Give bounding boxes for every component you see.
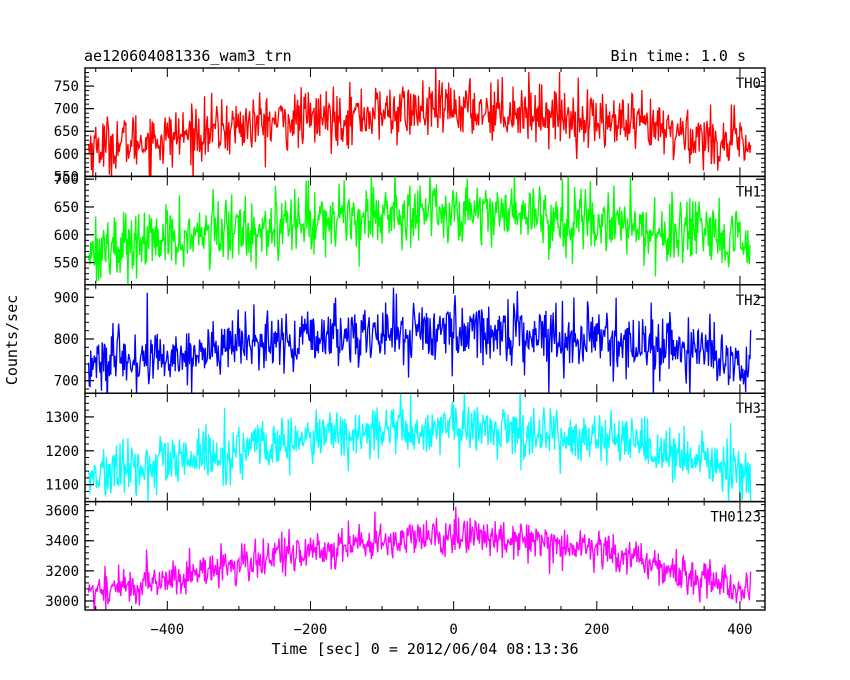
y-tick-label: 1100 xyxy=(45,478,79,494)
y-tick-label: 650 xyxy=(54,124,79,140)
series-line-th1 xyxy=(87,176,752,285)
panel-frame xyxy=(84,500,766,611)
x-axis-label: Time [sec] 0 = 2012/06/04 08:13:36 xyxy=(271,640,578,658)
panel-th3: 1100 1200 1300 TH3 xyxy=(45,392,766,503)
y-tick-label: 600 xyxy=(54,147,79,163)
y-tick-label: 550 xyxy=(54,169,79,185)
panel-frame xyxy=(84,175,766,286)
panel-label-th3: TH3 xyxy=(736,401,761,417)
panel-th1: 550 600 650 700 TH1 xyxy=(54,172,766,286)
panel-th0123: 3000 3200 3400 3600 TH0123 xyxy=(45,500,766,611)
y-tick-label: 3400 xyxy=(45,534,79,550)
y-tick-label: 600 xyxy=(54,228,79,244)
series-line-th2 xyxy=(87,287,752,394)
y-tick-label: 900 xyxy=(54,290,79,306)
y-tick-label: 800 xyxy=(54,332,79,348)
panels-group: 550 600 650 700 750 TH0 550 600 650 700 TH1 700 800 9… xyxy=(45,67,766,611)
y-tick-label: 1300 xyxy=(45,410,79,426)
x-tick-label: 400 xyxy=(727,622,752,638)
chart-title: ae120604081336_wam3_trn xyxy=(84,47,292,65)
x-tick-label: 0 xyxy=(449,622,457,638)
y-axis-label: Counts/sec xyxy=(3,295,21,385)
panel-th0: 550 600 650 700 750 TH0 xyxy=(54,67,766,185)
x-tick-label: −200 xyxy=(294,622,328,638)
panel-label-th0: TH0 xyxy=(736,76,761,92)
y-tick-label: 3200 xyxy=(45,564,79,580)
y-tick-label: 3000 xyxy=(45,594,79,610)
y-tick-label: 550 xyxy=(54,256,79,272)
series-line-th3 xyxy=(87,393,752,502)
y-tick-label: 1200 xyxy=(45,444,79,460)
series-line-th0 xyxy=(87,68,752,177)
x-tick-label: −400 xyxy=(150,622,184,638)
bin-time-label: Bin time: 1.0 s xyxy=(611,47,746,65)
y-tick-label: 700 xyxy=(54,102,79,118)
x-axis: −400 −200 0 200 400 xyxy=(150,622,752,638)
y-tick-label: 700 xyxy=(54,374,79,390)
panel-label-th1: TH1 xyxy=(736,184,761,200)
y-tick-label: 700 xyxy=(54,172,79,188)
panel-th2: 700 800 900 TH2 xyxy=(54,284,766,394)
y-tick-label: 750 xyxy=(54,79,79,95)
panel-label-th2: TH2 xyxy=(736,293,761,309)
panel-label-th0123: TH0123 xyxy=(710,510,761,526)
panel-frame xyxy=(84,392,766,503)
x-tick-label: 200 xyxy=(584,622,609,638)
series-line-th0123 xyxy=(87,506,752,611)
y-tick-label: 3600 xyxy=(45,504,79,520)
y-tick-label: 650 xyxy=(54,200,79,216)
